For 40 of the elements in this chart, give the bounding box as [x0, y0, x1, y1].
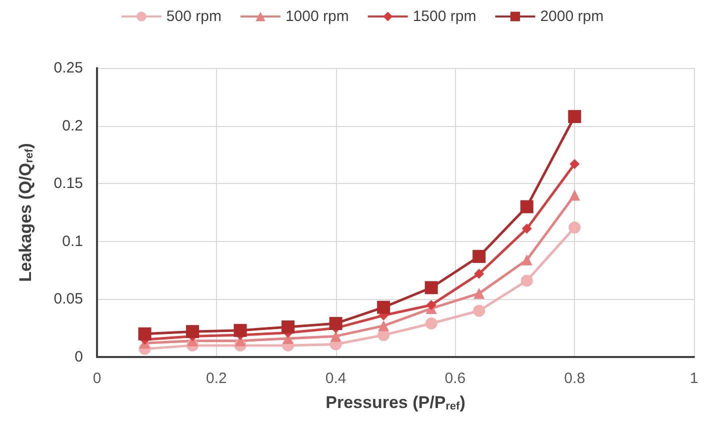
point — [569, 190, 580, 201]
point — [521, 254, 532, 266]
point — [377, 300, 390, 314]
x-tick-label: 0.4 — [325, 370, 346, 387]
x-tick-label: 0.8 — [564, 370, 586, 387]
point — [474, 288, 485, 299]
y-tick-label: 0.25 — [54, 60, 83, 76]
legend-label: 1000 rpm — [285, 8, 349, 25]
point — [473, 304, 486, 317]
point — [138, 327, 152, 340]
point — [568, 110, 582, 124]
point — [472, 250, 486, 263]
point — [520, 274, 533, 287]
y-tick-label: 0.2 — [62, 117, 83, 134]
legend-label: 500 rpm — [166, 8, 222, 25]
y-axis-title: Leakages (Q/Qref) — [16, 143, 36, 282]
point — [522, 224, 532, 234]
point — [329, 316, 342, 330]
x-tick-label: 0 — [92, 370, 102, 387]
y-tick-label: 0 — [74, 348, 83, 366]
point — [186, 325, 200, 338]
point — [568, 222, 581, 234]
legend-label: 1500 rpm — [412, 8, 476, 25]
y-tick-label: 0.05 — [54, 290, 83, 308]
x-tick-label: 0.2 — [206, 370, 227, 387]
legend-label: 2000 rpm — [540, 8, 604, 25]
point — [426, 300, 436, 310]
point — [520, 200, 534, 214]
point — [424, 281, 438, 294]
y-tick-label: 0.1 — [62, 232, 83, 250]
point — [378, 320, 390, 332]
point — [570, 158, 580, 169]
point — [330, 330, 342, 342]
point — [234, 324, 247, 337]
y-tick-label: 0.15 — [54, 175, 83, 192]
point — [474, 268, 484, 279]
x-tick-label: 0.6 — [444, 370, 466, 387]
point — [425, 317, 438, 330]
x-tick-label: 1 — [690, 370, 698, 387]
point — [282, 320, 295, 334]
